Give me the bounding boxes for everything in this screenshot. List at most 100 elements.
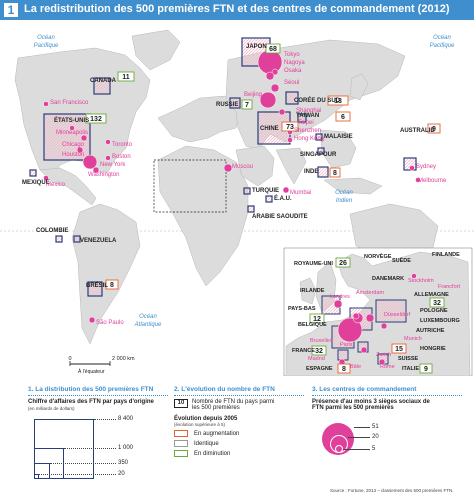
legend2-evo-title: Évolution depuis 2005 bbox=[174, 416, 238, 422]
map-label: Shanghai bbox=[296, 108, 321, 114]
legend2-dim-swatch bbox=[174, 450, 188, 457]
map-label: Madrid bbox=[308, 356, 325, 362]
count-chine: 73 bbox=[286, 124, 294, 131]
count-values: 68 13 6 73 7 11 132 8 8 9 bbox=[90, 46, 436, 289]
legend3-circles: 51 20 5 bbox=[312, 415, 462, 465]
europe-count-boxes bbox=[309, 257, 445, 374]
map-label: 32 bbox=[315, 348, 323, 355]
greenland-land bbox=[131, 29, 181, 71]
map-label: Londres bbox=[330, 294, 350, 300]
map-label: ALLEMAGNE bbox=[414, 292, 449, 298]
europe-city-labels: Stockholm Londres Amsterdam Francfort Dü… bbox=[308, 278, 460, 370]
circle-shanghai bbox=[278, 108, 286, 116]
map-box bbox=[335, 257, 351, 268]
map-title: La redistribution des 500 premières FTN … bbox=[24, 3, 450, 15]
map-box bbox=[375, 299, 407, 323]
map-label: San Francisco bbox=[50, 100, 89, 106]
map-label: Düsseldorf bbox=[384, 312, 411, 318]
map-label: 26 bbox=[339, 260, 347, 267]
map-label: Washington bbox=[88, 172, 119, 178]
count-inde: 8 bbox=[333, 170, 337, 177]
world-map: 68 13 6 73 7 11 132 8 8 9 Océan Pacifiqu… bbox=[0, 20, 474, 376]
hq-circle bbox=[380, 322, 388, 330]
square-malaisie bbox=[315, 133, 323, 141]
circle-tokyo bbox=[257, 49, 283, 75]
hq-circle bbox=[352, 312, 360, 320]
map-label: Zurich bbox=[376, 352, 391, 358]
circle-beijing bbox=[259, 91, 277, 109]
legend2-ident-swatch bbox=[174, 440, 188, 447]
map-label: Hong Kong bbox=[294, 136, 324, 142]
map-label: NORVÈGE bbox=[364, 252, 392, 260]
legend3-v3: 5 bbox=[372, 446, 376, 452]
legend2-ident: Identique bbox=[194, 440, 219, 447]
map-label: SUISSE bbox=[398, 356, 419, 362]
map-box bbox=[335, 111, 351, 122]
legend3-heading: 3. Les centres de commandement bbox=[312, 386, 417, 393]
legend1-heading: 1. La distribution des 500 premières FTN bbox=[28, 386, 154, 393]
map-label: Paris bbox=[340, 342, 353, 348]
square-turquie bbox=[243, 187, 251, 195]
map-label: SINGAPOUR bbox=[300, 152, 337, 158]
map-label: ROYAUME-UNI bbox=[294, 261, 333, 267]
legend1-subtitle: Chiffre d'affaires des FTN par pays d'or… bbox=[28, 399, 154, 405]
map-box bbox=[281, 121, 299, 132]
map-box bbox=[327, 95, 349, 106]
legend2-box: 10 bbox=[174, 399, 188, 408]
map-label: VENEZUELA bbox=[80, 238, 117, 244]
legend1-squares: 8 400 1 000 350 20 bbox=[28, 415, 168, 481]
map-label: Chicago bbox=[62, 142, 85, 148]
map-label: ARABIE SAOUDITE bbox=[252, 214, 308, 220]
square-venezuela bbox=[73, 235, 81, 243]
india-land bbox=[275, 147, 307, 185]
europe-land bbox=[157, 95, 241, 143]
map-label: POLOGNE bbox=[420, 308, 448, 314]
title-bar: 1 La redistribution des 500 premières FT… bbox=[0, 0, 474, 20]
map-label: Océan bbox=[433, 35, 451, 41]
map-label: Beijing bbox=[244, 92, 262, 98]
legend2-evo-sub: (évolution supérieure à 5) bbox=[174, 422, 226, 427]
square-taiwan bbox=[297, 113, 307, 123]
circle-mumbai bbox=[282, 186, 290, 194]
map-label: Munich bbox=[404, 336, 422, 342]
legend2-box-text: Nombre de FTN du pays parmi les 500 prem… bbox=[192, 399, 275, 411]
circle-moscou bbox=[223, 163, 233, 173]
hq-circle bbox=[411, 273, 417, 279]
city-labels: Tokyo Nagoya Osaka Séoul Beijing Shangha… bbox=[46, 52, 447, 326]
map-label: 8 bbox=[342, 366, 346, 373]
map-label: Taipei bbox=[298, 120, 314, 126]
circle-sydney bbox=[409, 165, 415, 171]
legend2-aug-swatch bbox=[174, 430, 188, 437]
map-label: Pacifique bbox=[34, 43, 59, 49]
count-coree: 13 bbox=[334, 98, 342, 105]
hq-circles bbox=[43, 49, 421, 324]
map-box bbox=[85, 113, 107, 124]
map-label: Stockholm bbox=[408, 278, 434, 284]
count-australie: 9 bbox=[432, 126, 436, 133]
circle-houston bbox=[76, 146, 84, 154]
map-label: JAPON bbox=[246, 44, 267, 50]
map-label: HONGRIE bbox=[420, 346, 446, 352]
circle-melbourne bbox=[415, 177, 421, 183]
map-label: Tokyo bbox=[284, 52, 300, 58]
count-etats-unis: 132 bbox=[90, 116, 102, 123]
map-label: Pacifique bbox=[430, 43, 455, 49]
map-label: DANEMARK bbox=[372, 276, 404, 282]
map-label: INDE bbox=[304, 169, 318, 175]
square-inde bbox=[317, 166, 329, 178]
map-label: Houston bbox=[62, 152, 84, 158]
hq-circle bbox=[360, 346, 368, 354]
map-label: Mumbai bbox=[290, 190, 311, 196]
africa-land bbox=[157, 145, 249, 287]
count-japon: 68 bbox=[269, 46, 277, 53]
map-box bbox=[427, 123, 441, 134]
map-label: Minneapolis bbox=[56, 130, 88, 136]
map-label: Rome bbox=[380, 364, 395, 370]
circle-chicago bbox=[80, 134, 88, 142]
map-label: RUSSIE bbox=[216, 102, 238, 108]
legend3-v1: 51 bbox=[372, 424, 379, 430]
map-label: Francfort bbox=[438, 284, 460, 290]
map-label: COLOMBIE bbox=[36, 228, 68, 234]
map-box bbox=[265, 43, 281, 54]
source-note: Source : Fortune, 2013 – classement des … bbox=[330, 488, 454, 493]
